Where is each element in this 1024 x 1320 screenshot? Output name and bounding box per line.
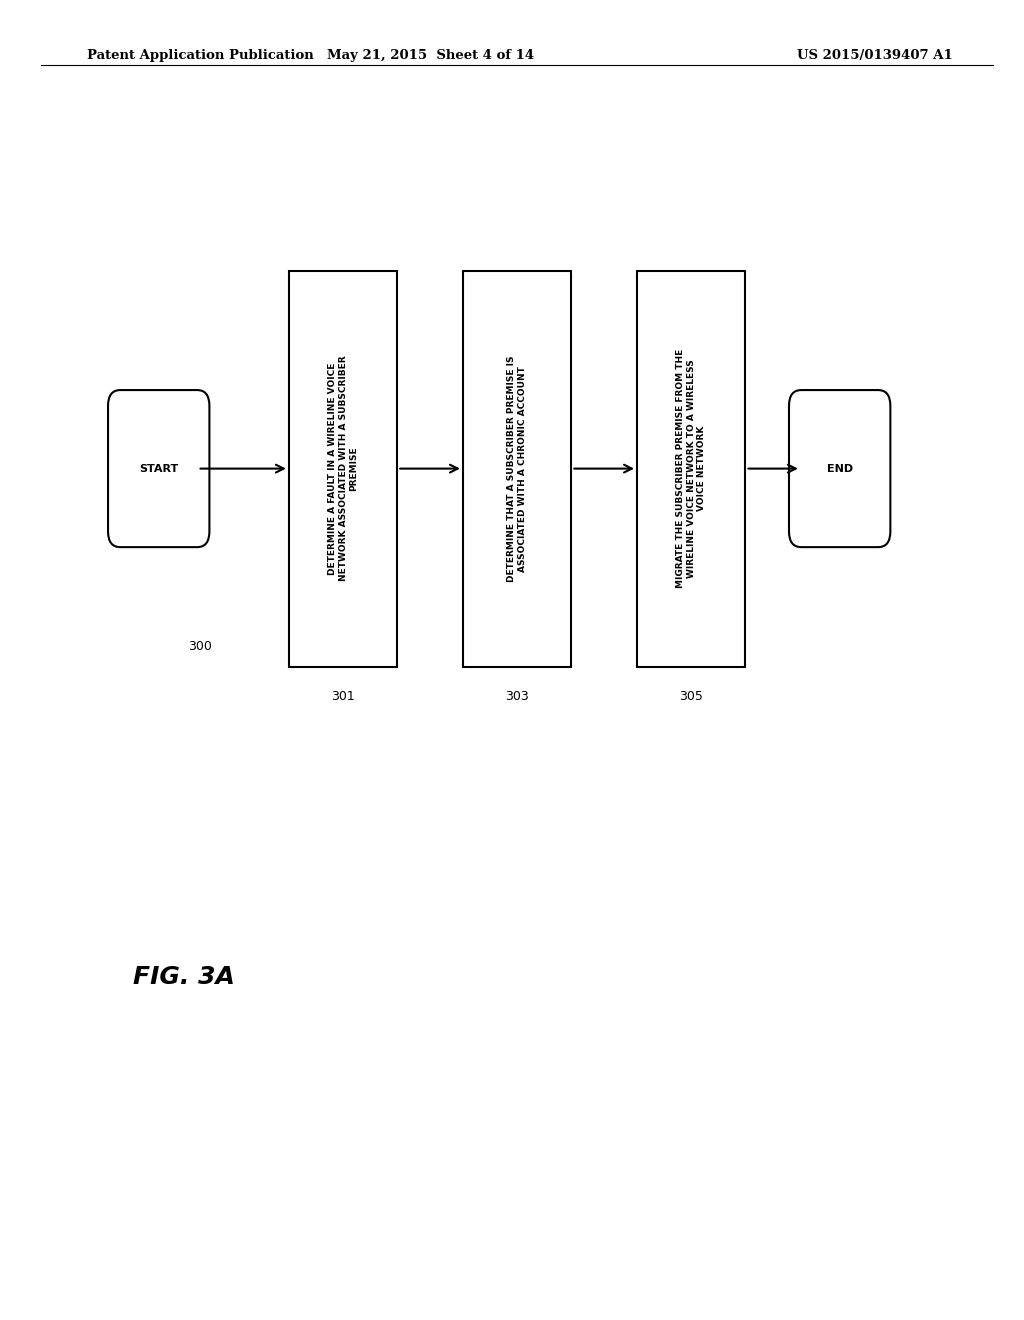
Text: US 2015/0139407 A1: US 2015/0139407 A1: [797, 49, 952, 62]
Text: DETERMINE THAT A SUBSCRIBER PREMISE IS
ASSOCIATED WITH A CHRONIC ACCOUNT: DETERMINE THAT A SUBSCRIBER PREMISE IS A…: [508, 355, 526, 582]
FancyBboxPatch shape: [109, 391, 210, 546]
Text: DETERMINE A FAULT IN A WIRELINE VOICE
NETWORK ASSOCIATED WITH A SUBSCRIBER
PREMI: DETERMINE A FAULT IN A WIRELINE VOICE NE…: [328, 356, 358, 581]
Bar: [463, 271, 571, 667]
Bar: [637, 271, 745, 667]
Text: MIGRATE THE SUBSCRIBER PREMISE FROM THE
WIRELINE VOICE NETWORK TO A WIRELESS
VOI: MIGRATE THE SUBSCRIBER PREMISE FROM THE …: [676, 348, 707, 589]
Text: 300: 300: [187, 640, 212, 653]
Text: May 21, 2015  Sheet 4 of 14: May 21, 2015 Sheet 4 of 14: [327, 49, 534, 62]
Text: 303: 303: [505, 690, 529, 704]
FancyBboxPatch shape: [788, 391, 890, 546]
Bar: [290, 271, 397, 667]
Text: START: START: [139, 463, 178, 474]
Text: END: END: [826, 463, 853, 474]
Text: Patent Application Publication: Patent Application Publication: [87, 49, 313, 62]
Text: 301: 301: [331, 690, 355, 704]
Text: FIG. 3A: FIG. 3A: [133, 965, 234, 989]
Text: 305: 305: [679, 690, 703, 704]
